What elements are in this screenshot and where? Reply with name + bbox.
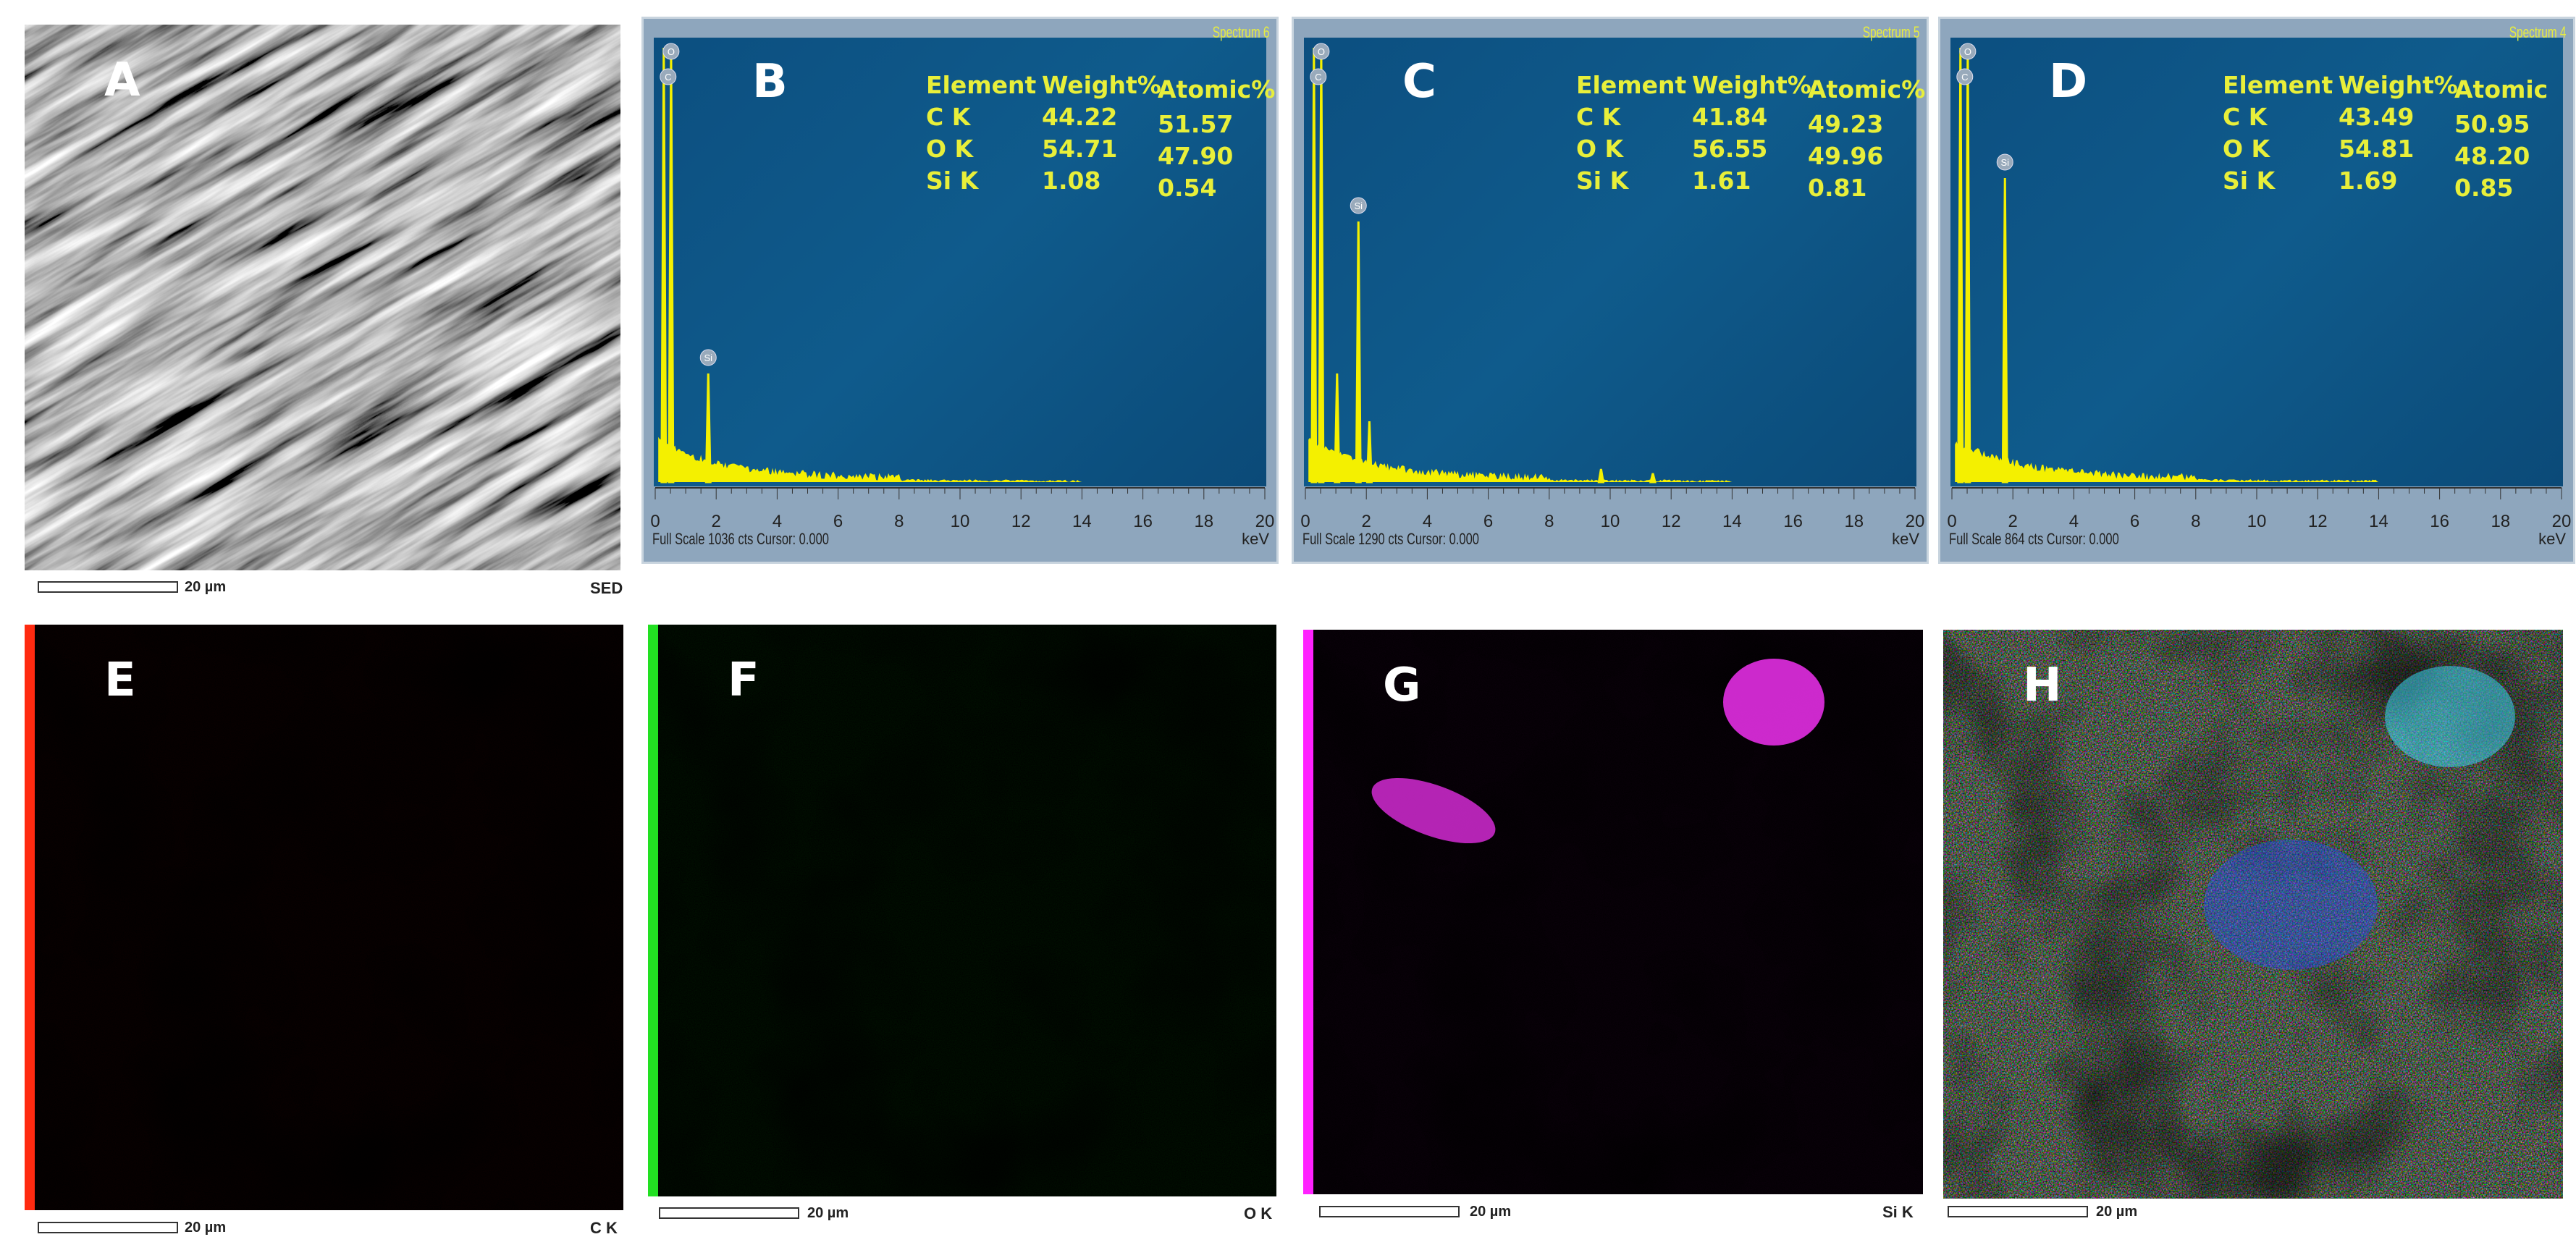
x-tick-label: 6: [1483, 512, 1493, 531]
scale-bar: [659, 1207, 799, 1219]
x-tick-label: 12: [2308, 512, 2328, 531]
spectrum-continuum: [658, 437, 1082, 482]
x-tick-label: 8: [1544, 512, 1554, 531]
x-tick-label: 20: [2552, 512, 2572, 531]
element-label: Si K: [1882, 1203, 1914, 1222]
scale-label: 20 µm: [807, 1205, 849, 1222]
x-tick-label: 2: [2008, 512, 2018, 531]
x-tick-label: 8: [894, 512, 904, 531]
x-tick-label: 20: [1906, 512, 1925, 531]
spectrum-peak: [1599, 469, 1603, 482]
spectrum-peak: [662, 48, 666, 482]
detector-label: SED: [590, 579, 623, 598]
scale-bar: [1319, 1206, 1460, 1217]
silicon-map-panel-g: G: [1303, 630, 1923, 1194]
x-tick-label: 0: [650, 512, 660, 531]
spectrum-peak: [2003, 178, 2007, 482]
spectrum-chart: O C Si 0 2 4 6 8 10 12 14 16 18 20: [644, 19, 1276, 562]
scale-bar: [38, 581, 178, 593]
spectrum-continuum: [1955, 441, 2378, 482]
x-tick-label: 18: [2491, 512, 2510, 531]
peak-label: O: [1964, 46, 1971, 57]
peak-label: O: [1318, 46, 1325, 57]
scale-label: 20 µm: [185, 1220, 226, 1236]
panel-letter: A: [104, 54, 140, 107]
element-label: C K: [590, 1219, 618, 1238]
carbon-elemental-map: [25, 625, 623, 1210]
spectrum-peak: [669, 48, 673, 482]
scale-bar: [1948, 1206, 2088, 1217]
peak-label: Si: [1354, 200, 1363, 211]
peak-label: C: [1961, 72, 1968, 83]
spectrum-peak: [1335, 373, 1339, 482]
oxygen-map-panel-f: F: [648, 625, 1276, 1196]
peak-label: Si: [2000, 157, 2009, 168]
spectrum-peak: [1958, 48, 1963, 482]
scale-bar: [38, 1222, 178, 1233]
overlay-elemental-map: [1943, 630, 2563, 1199]
peak-label: C: [665, 72, 671, 83]
x-tick-label: 6: [833, 512, 843, 531]
x-tick-label: 14: [1722, 512, 1742, 531]
element-label: O K: [1244, 1204, 1272, 1223]
x-tick-label: 4: [2069, 512, 2079, 531]
overlay-map-panel-h: H: [1943, 630, 2563, 1199]
spectrum-chart: O C Si 0 2 4 6 8 10 12 14 16 18 20: [1940, 19, 2573, 562]
spectrum-peak: [1319, 48, 1323, 482]
panel-letter: G: [1383, 659, 1421, 712]
eds-spectrum-panel-c: Spectrum 5 C Element Weight% Atomic% C K 41…: [1292, 17, 1929, 564]
peak-label: O: [668, 46, 675, 57]
x-tick-label: 10: [2247, 512, 2267, 531]
x-tick-label: 16: [1783, 512, 1803, 531]
scale-label: 20 µm: [2096, 1204, 2137, 1220]
x-tick-label: 18: [1194, 512, 1213, 531]
scale-label: 20 µm: [185, 579, 226, 596]
panel-letter: H: [2023, 659, 2062, 712]
spectrum-chart: O C Si 0 2 4 6 8 10 12 14 16 18 20: [1294, 19, 1927, 562]
x-tick-label: 10: [1601, 512, 1620, 531]
x-tick-label: 12: [1662, 512, 1681, 531]
panel-letter: E: [104, 654, 136, 707]
carbon-map-panel-e: E: [25, 625, 623, 1210]
x-tick-label: 0: [1300, 512, 1310, 531]
x-tick-label: 2: [712, 512, 721, 531]
panel-letter: F: [728, 654, 759, 707]
x-tick-label: 8: [2191, 512, 2200, 531]
eds-spectrum-panel-b: Spectrum 6 B Element Weight% Atomic% C K 44…: [641, 17, 1279, 564]
x-tick-label: 16: [2430, 512, 2449, 531]
spectrum-peak: [1966, 48, 1970, 482]
x-tick-label: 14: [1072, 512, 1092, 531]
spectrum-peak: [1356, 221, 1360, 482]
sem-image-panel-a: A: [25, 25, 620, 570]
x-tick-label: 20: [1255, 512, 1275, 531]
silicon-elemental-map: [1303, 630, 1923, 1194]
x-tick-label: 10: [951, 512, 970, 531]
x-tick-label: 6: [2130, 512, 2139, 531]
peak-label: C: [1315, 72, 1321, 83]
x-tick-label: 2: [1362, 512, 1371, 531]
x-tick-label: 14: [2369, 512, 2388, 531]
x-tick-label: 12: [1011, 512, 1031, 531]
spectrum-peak: [1651, 473, 1655, 482]
x-tick-label: 16: [1133, 512, 1153, 531]
eds-spectrum-panel-d: Spectrum 4 D Element Weight% Atomic C K 43.…: [1938, 17, 2575, 564]
x-tick-label: 4: [1423, 512, 1432, 531]
spectrum-peak: [1312, 48, 1316, 482]
peak-label: Si: [704, 352, 712, 363]
spectrum-peak: [1367, 421, 1371, 482]
oxygen-elemental-map: [648, 625, 1276, 1196]
x-tick-label: 0: [1947, 512, 1956, 531]
spectrum-peak: [706, 373, 710, 482]
x-tick-label: 4: [773, 512, 782, 531]
x-tick-label: 18: [1844, 512, 1864, 531]
scale-label: 20 µm: [1470, 1204, 1511, 1220]
